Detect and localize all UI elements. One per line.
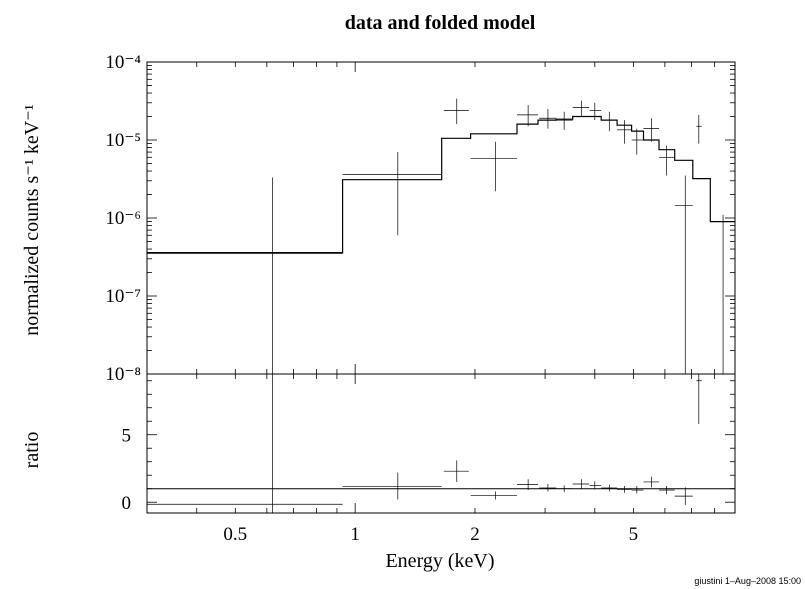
data-point bbox=[601, 111, 618, 132]
ratio-point bbox=[589, 481, 602, 490]
data-point bbox=[470, 141, 517, 192]
x-tick-label: 0.5 bbox=[223, 524, 247, 545]
ratio-point bbox=[659, 486, 675, 495]
bottom-y-ticks bbox=[147, 380, 735, 503]
top-x-ticks bbox=[146, 62, 736, 374]
ratio-point bbox=[516, 479, 539, 491]
timestamp-stamp: giustini 1–Aug–2008 15:00 bbox=[694, 576, 801, 586]
x-tick-label: 5 bbox=[629, 524, 639, 545]
chart-title: data and folded model bbox=[345, 12, 536, 34]
bottom-panel-frame bbox=[146, 373, 736, 514]
y-tick-label: 10⁻⁸ bbox=[105, 364, 141, 385]
y-tick-label: 10⁻⁷ bbox=[105, 286, 141, 307]
data-point bbox=[556, 111, 573, 130]
ratio-point bbox=[443, 460, 469, 482]
data-point bbox=[643, 118, 660, 142]
data-point bbox=[674, 175, 693, 374]
data-point bbox=[342, 152, 442, 236]
ratio-point bbox=[617, 486, 632, 493]
y-tick-label: 10⁻⁵ bbox=[105, 130, 141, 151]
ratio-point bbox=[572, 479, 590, 489]
y-tick-label: 10⁻⁶ bbox=[105, 208, 141, 229]
model-step-line bbox=[147, 115, 735, 254]
ratio-y-tick-label: 5 bbox=[122, 426, 132, 447]
ratio-y-tick-label: 0 bbox=[122, 493, 132, 514]
top-y-tick-labels: 10⁻⁸ 10⁻⁷ 10⁻⁶ 10⁻⁵ 10⁻⁴ bbox=[105, 52, 141, 385]
data-point bbox=[617, 120, 632, 144]
top-y-ticks bbox=[147, 61, 735, 375]
x-tick-label: 1 bbox=[350, 524, 360, 545]
x-tick-label: 2 bbox=[470, 524, 480, 545]
ratio-point bbox=[556, 485, 573, 493]
data-point bbox=[443, 98, 469, 125]
ratio-point bbox=[342, 472, 442, 500]
ratio-point bbox=[631, 486, 644, 494]
bottom-panel: 05 0.5 1 2 5 bbox=[122, 373, 736, 545]
y-tick-label: 10⁻⁴ bbox=[105, 52, 141, 73]
bottom-x-ticks bbox=[146, 374, 736, 513]
top-panel: 10⁻⁸ 10⁻⁷ 10⁻⁶ 10⁻⁵ 10⁻⁴ bbox=[105, 52, 736, 385]
ratio-point bbox=[674, 487, 693, 505]
model-layer bbox=[147, 115, 735, 254]
bottom-y-tick-labels: 05 bbox=[122, 426, 132, 514]
data-point bbox=[712, 214, 735, 375]
data-point bbox=[516, 105, 539, 127]
ratio-point bbox=[601, 484, 618, 492]
ratio-point bbox=[470, 491, 517, 500]
ratio-point bbox=[539, 483, 557, 492]
ratio-point bbox=[696, 374, 702, 424]
ratio-point bbox=[643, 476, 660, 488]
x-tick-labels: 0.5 1 2 5 bbox=[223, 524, 638, 545]
x-axis-label: Energy (keV) bbox=[385, 550, 494, 572]
data-point bbox=[659, 145, 675, 176]
data-point bbox=[147, 177, 343, 374]
y-axis-label-bottom: ratio bbox=[21, 432, 43, 469]
data-point bbox=[696, 114, 702, 144]
data-point bbox=[539, 108, 557, 129]
ratio-layer bbox=[147, 374, 735, 514]
data-point bbox=[631, 128, 644, 155]
data-point bbox=[572, 100, 590, 117]
y-axis-label-top: normalized counts s⁻¹ keV⁻¹ bbox=[21, 104, 43, 335]
data-point bbox=[589, 102, 602, 121]
top-panel-frame bbox=[146, 61, 736, 375]
ratio-point bbox=[147, 374, 343, 513]
